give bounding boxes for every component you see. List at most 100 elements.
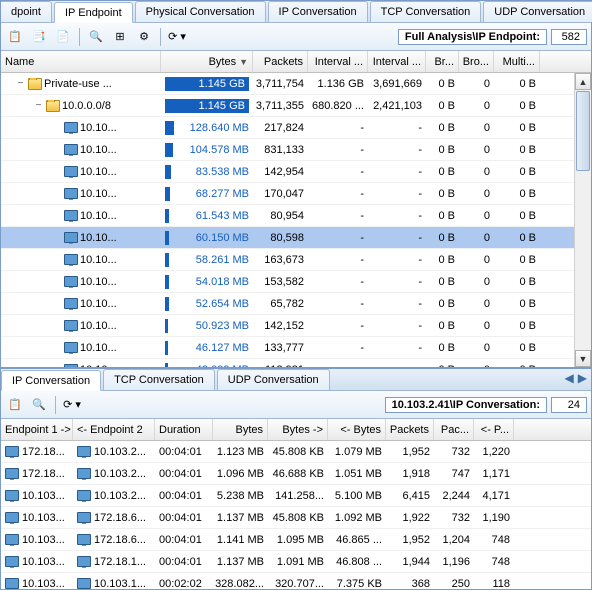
column-header[interactable]: Br... xyxy=(426,51,459,72)
tab-udp-conversation[interactable]: UDP Conversation xyxy=(483,1,592,22)
cell-br1: 0 B xyxy=(426,210,459,222)
column-header[interactable]: Endpoint 1 -> xyxy=(1,419,73,440)
tab-ip-endpoint[interactable]: IP Endpoint xyxy=(54,2,133,23)
column-header[interactable]: Pac... xyxy=(434,419,474,440)
toolbar-btn-6[interactable]: ⚙ xyxy=(134,27,154,47)
table-row[interactable]: 10.103...172.18.1...00:04:011.137 MB1.09… xyxy=(1,551,591,573)
table-row[interactable]: − Private-use ...1.145 GB3,711,7541.136 … xyxy=(1,73,574,95)
table-row[interactable]: 10.10...83.538 MB142,954--0 B00 B xyxy=(1,161,574,183)
tab-udp-conversation[interactable]: UDP Conversation xyxy=(217,369,330,390)
node-label: 10.10... xyxy=(80,210,117,222)
table-row[interactable]: 10.103...10.103.1...00:02:02328.082...32… xyxy=(1,573,591,589)
cell-packets: 831,133 xyxy=(253,144,308,156)
bytes-bar xyxy=(165,121,174,135)
grid-body[interactable]: 172.18...10.103.2...00:04:011.123 MB45.8… xyxy=(1,441,591,589)
column-header[interactable]: <- Endpoint 2 xyxy=(73,419,155,440)
table-row[interactable]: 10.10...46.127 MB133,777--0 B00 B xyxy=(1,337,574,359)
table-row[interactable]: 10.10...52.654 MB65,782--0 B00 B xyxy=(1,293,574,315)
cell-pkf: 732 xyxy=(434,512,474,524)
tab-tcp-conversation[interactable]: TCP Conversation xyxy=(103,369,215,390)
cell-int2: - xyxy=(368,342,426,354)
tab-next-icon[interactable]: ▶ xyxy=(578,371,587,388)
grid-header: NameBytes▼PacketsInterval ...Interval ..… xyxy=(1,51,591,73)
table-row[interactable]: 172.18...10.103.2...00:04:011.096 MB46.6… xyxy=(1,463,591,485)
column-header[interactable]: Duration xyxy=(155,419,213,440)
cell-dur: 00:04:01 xyxy=(155,446,213,458)
toolbar-btn-2[interactable]: 🔍 xyxy=(29,395,49,415)
column-header[interactable]: Bytes▼ xyxy=(161,51,253,72)
refresh-icon[interactable]: ⟳ ▾ xyxy=(167,27,187,47)
toolbar-btn-1[interactable]: 📋 xyxy=(5,395,25,415)
column-header[interactable]: Bro... xyxy=(459,51,494,72)
table-row[interactable]: 10.10...50.923 MB142,152--0 B00 B xyxy=(1,315,574,337)
cell-mul: 0 B xyxy=(494,122,540,134)
host-icon xyxy=(77,446,91,457)
cell-br2: 0 xyxy=(459,78,494,90)
bytes-bar xyxy=(165,363,168,368)
scroll-up-icon[interactable]: ▲ xyxy=(575,73,591,90)
table-row[interactable]: 10.103...172.18.6...00:04:011.141 MB1.09… xyxy=(1,529,591,551)
table-row[interactable]: 10.103...172.18.6...00:04:011.137 MB45.8… xyxy=(1,507,591,529)
column-header[interactable]: Bytes xyxy=(213,419,268,440)
scrollbar-vertical[interactable]: ▲ ▼ xyxy=(574,73,591,367)
toolbar-btn-1[interactable]: 📋 xyxy=(5,27,25,47)
tab-tcp-conversation[interactable]: TCP Conversation xyxy=(370,1,482,22)
tab-partial[interactable]: dpoint xyxy=(1,1,52,22)
cell-dur: 00:04:01 xyxy=(155,556,213,568)
column-header[interactable]: <- P... xyxy=(474,419,514,440)
table-row[interactable]: 10.103...10.103.2...00:04:015.238 MB141.… xyxy=(1,485,591,507)
tab-physical-conversation[interactable]: Physical Conversation xyxy=(135,1,266,22)
cell-by: 1.096 MB xyxy=(213,468,268,480)
cell-ep1: 10.103... xyxy=(1,490,73,502)
bytes-value: 83.538 MB xyxy=(192,166,249,178)
scroll-down-icon[interactable]: ▼ xyxy=(575,350,591,367)
cell-int2: - xyxy=(368,188,426,200)
table-row[interactable]: 10.10...104.578 MB831,133--0 B00 B xyxy=(1,139,574,161)
column-header[interactable]: Multi... xyxy=(494,51,540,72)
cell-int1: - xyxy=(308,298,368,310)
table-row[interactable]: 10.10...60.150 MB80,598--0 B00 B xyxy=(1,227,574,249)
table-row[interactable]: 10.10...58.261 MB163,673--0 B00 B xyxy=(1,249,574,271)
column-header[interactable]: Interval ... xyxy=(368,51,426,72)
cell-ep2: 172.18.6... xyxy=(73,534,155,546)
cell-int1: - xyxy=(308,210,368,222)
tree-toggle-icon[interactable]: − xyxy=(15,78,26,89)
tree-toggle-icon[interactable]: − xyxy=(33,100,44,111)
column-header[interactable]: Packets xyxy=(386,419,434,440)
scroll-thumb[interactable] xyxy=(576,91,590,171)
refresh-icon[interactable]: ⟳ ▾ xyxy=(62,395,82,415)
cell-packets: 142,954 xyxy=(253,166,308,178)
cell-mul: 0 B xyxy=(494,364,540,368)
column-header[interactable]: Name xyxy=(1,51,161,72)
cell-ep2: 172.18.1... xyxy=(73,556,155,568)
table-row[interactable]: 172.18...10.103.2...00:04:011.123 MB45.8… xyxy=(1,441,591,463)
table-row[interactable]: − 10.0.0.0/81.145 GB3,711,355680.820 ...… xyxy=(1,95,574,117)
table-row[interactable]: 10.10...68.277 MB170,047--0 B00 B xyxy=(1,183,574,205)
toolbar-btn-3[interactable]: 📄 xyxy=(53,27,73,47)
column-header[interactable]: Interval ... xyxy=(308,51,368,72)
table-row[interactable]: 10.10...128.640 MB217,824--0 B00 B xyxy=(1,117,574,139)
cell-ep1: 10.103... xyxy=(1,578,73,590)
bytes-value: 128.640 MB xyxy=(186,122,249,134)
cell-pkf: 747 xyxy=(434,468,474,480)
toolbar-btn-4[interactable]: 🔍 xyxy=(86,27,106,47)
mon-icon xyxy=(64,166,78,177)
table-row[interactable]: 10.10...54.018 MB153,582--0 B00 B xyxy=(1,271,574,293)
bytes-value: 54.018 MB xyxy=(192,276,249,288)
cell-packets: 3,711,754 xyxy=(253,78,308,90)
tab-ip-conversation[interactable]: IP Conversation xyxy=(268,1,368,22)
table-row[interactable]: 10.10...61.543 MB80,954--0 B00 B xyxy=(1,205,574,227)
tab-prev-icon[interactable]: ◀ xyxy=(565,371,574,388)
column-header[interactable]: Packets xyxy=(253,51,308,72)
top-tab-bar: dpoint IP EndpointPhysical ConversationI… xyxy=(1,1,591,23)
cell-ep2: 10.103.1... xyxy=(73,578,155,590)
table-row[interactable]: 10.10...42.099 MB113,981--0 B00 B xyxy=(1,359,574,367)
toolbar-btn-2[interactable]: 📑 xyxy=(29,27,49,47)
grid-body[interactable]: − Private-use ...1.145 GB3,711,7541.136 … xyxy=(1,73,574,367)
column-header[interactable]: <- Bytes xyxy=(328,419,386,440)
toolbar-btn-5[interactable]: ⊞ xyxy=(110,27,130,47)
cell-pkb: 1,190 xyxy=(474,512,514,524)
column-header[interactable]: Bytes -> xyxy=(268,419,328,440)
tab-ip-conversation[interactable]: IP Conversation xyxy=(1,370,101,391)
bottom-toolbar: 📋 🔍 ⟳ ▾ 10.103.2.41\IP Conversation: 24 xyxy=(1,391,591,419)
